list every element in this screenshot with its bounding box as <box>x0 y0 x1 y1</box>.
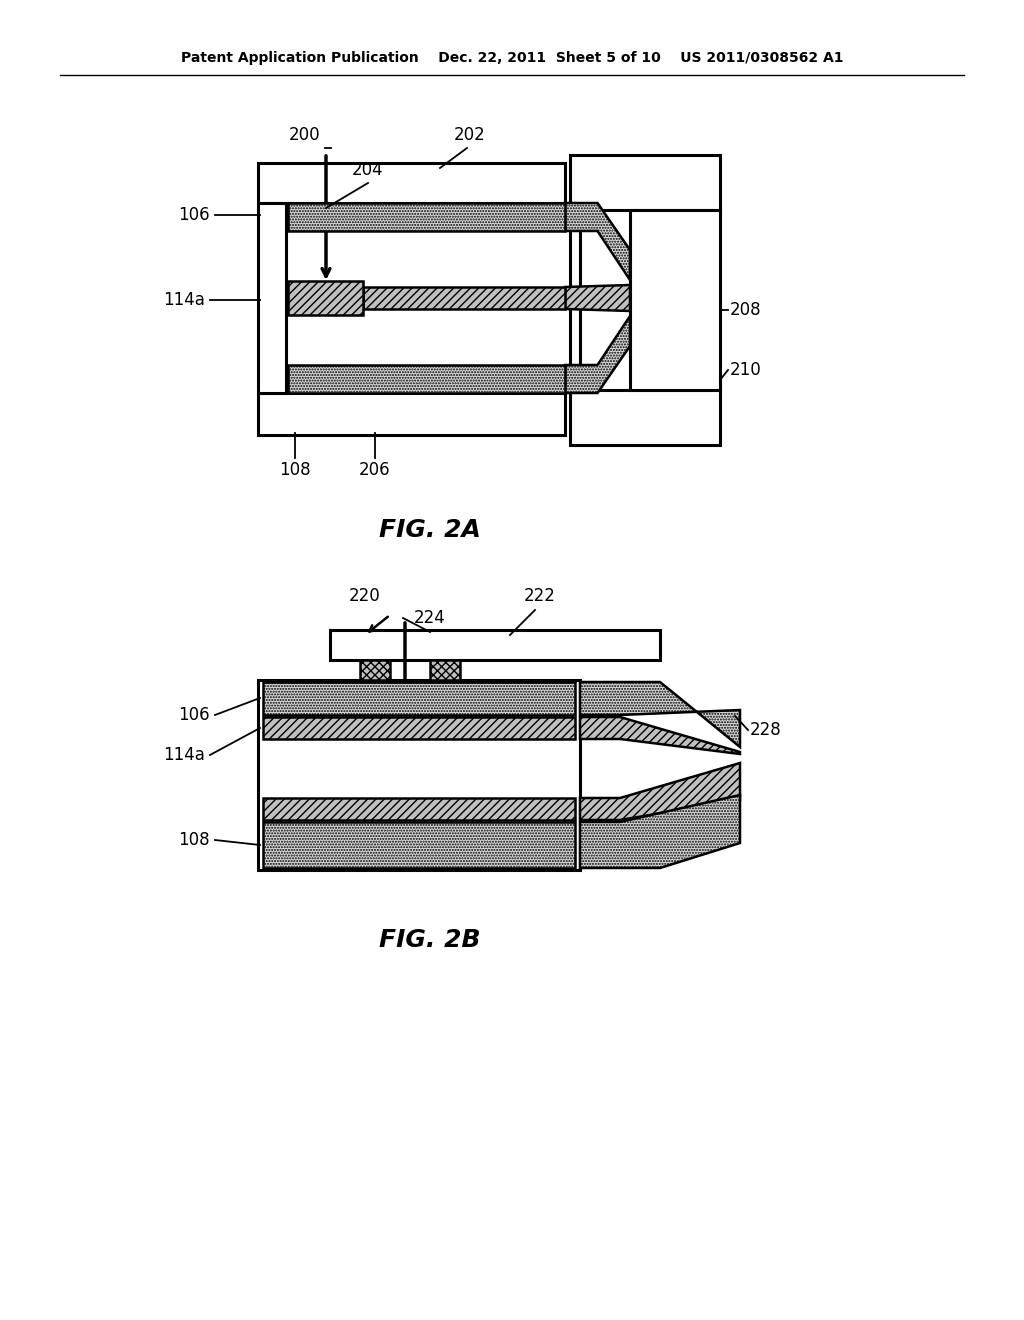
Text: 108: 108 <box>280 461 311 479</box>
Polygon shape <box>565 203 630 280</box>
Text: 106: 106 <box>178 706 210 723</box>
Text: FIG. 2A: FIG. 2A <box>379 517 481 543</box>
Polygon shape <box>580 717 740 754</box>
Polygon shape <box>263 822 575 869</box>
Text: 114a: 114a <box>163 746 205 764</box>
Polygon shape <box>630 210 720 389</box>
Polygon shape <box>288 281 362 315</box>
Text: 204: 204 <box>352 161 384 180</box>
Polygon shape <box>430 660 460 680</box>
Polygon shape <box>570 210 580 389</box>
Polygon shape <box>362 286 565 309</box>
Text: Patent Application Publication    Dec. 22, 2011  Sheet 5 of 10    US 2011/030856: Patent Application Publication Dec. 22, … <box>181 51 843 65</box>
Polygon shape <box>580 682 740 747</box>
Polygon shape <box>330 630 660 660</box>
Polygon shape <box>570 154 720 210</box>
Polygon shape <box>580 795 740 869</box>
Text: 210: 210 <box>730 360 762 379</box>
Polygon shape <box>288 366 565 393</box>
Text: 200: 200 <box>289 125 321 144</box>
Polygon shape <box>258 680 580 870</box>
Text: 222: 222 <box>524 587 556 605</box>
Text: 106: 106 <box>178 206 210 224</box>
Polygon shape <box>258 203 286 393</box>
Polygon shape <box>258 393 565 436</box>
Text: 228: 228 <box>750 721 781 739</box>
Polygon shape <box>565 285 630 312</box>
Text: 108: 108 <box>178 832 210 849</box>
Text: FIG. 2B: FIG. 2B <box>379 928 480 952</box>
Polygon shape <box>258 162 565 203</box>
Text: 224: 224 <box>414 609 445 627</box>
Text: 206: 206 <box>359 461 391 479</box>
Polygon shape <box>263 717 575 739</box>
Text: 220: 220 <box>349 587 381 605</box>
Text: 202: 202 <box>454 125 485 144</box>
Text: 208: 208 <box>730 301 762 319</box>
Polygon shape <box>263 682 575 715</box>
Polygon shape <box>570 389 720 445</box>
Polygon shape <box>580 763 740 820</box>
Text: 114a: 114a <box>163 290 205 309</box>
Polygon shape <box>288 203 565 231</box>
Polygon shape <box>263 799 575 820</box>
Polygon shape <box>360 660 390 680</box>
Polygon shape <box>565 315 630 393</box>
